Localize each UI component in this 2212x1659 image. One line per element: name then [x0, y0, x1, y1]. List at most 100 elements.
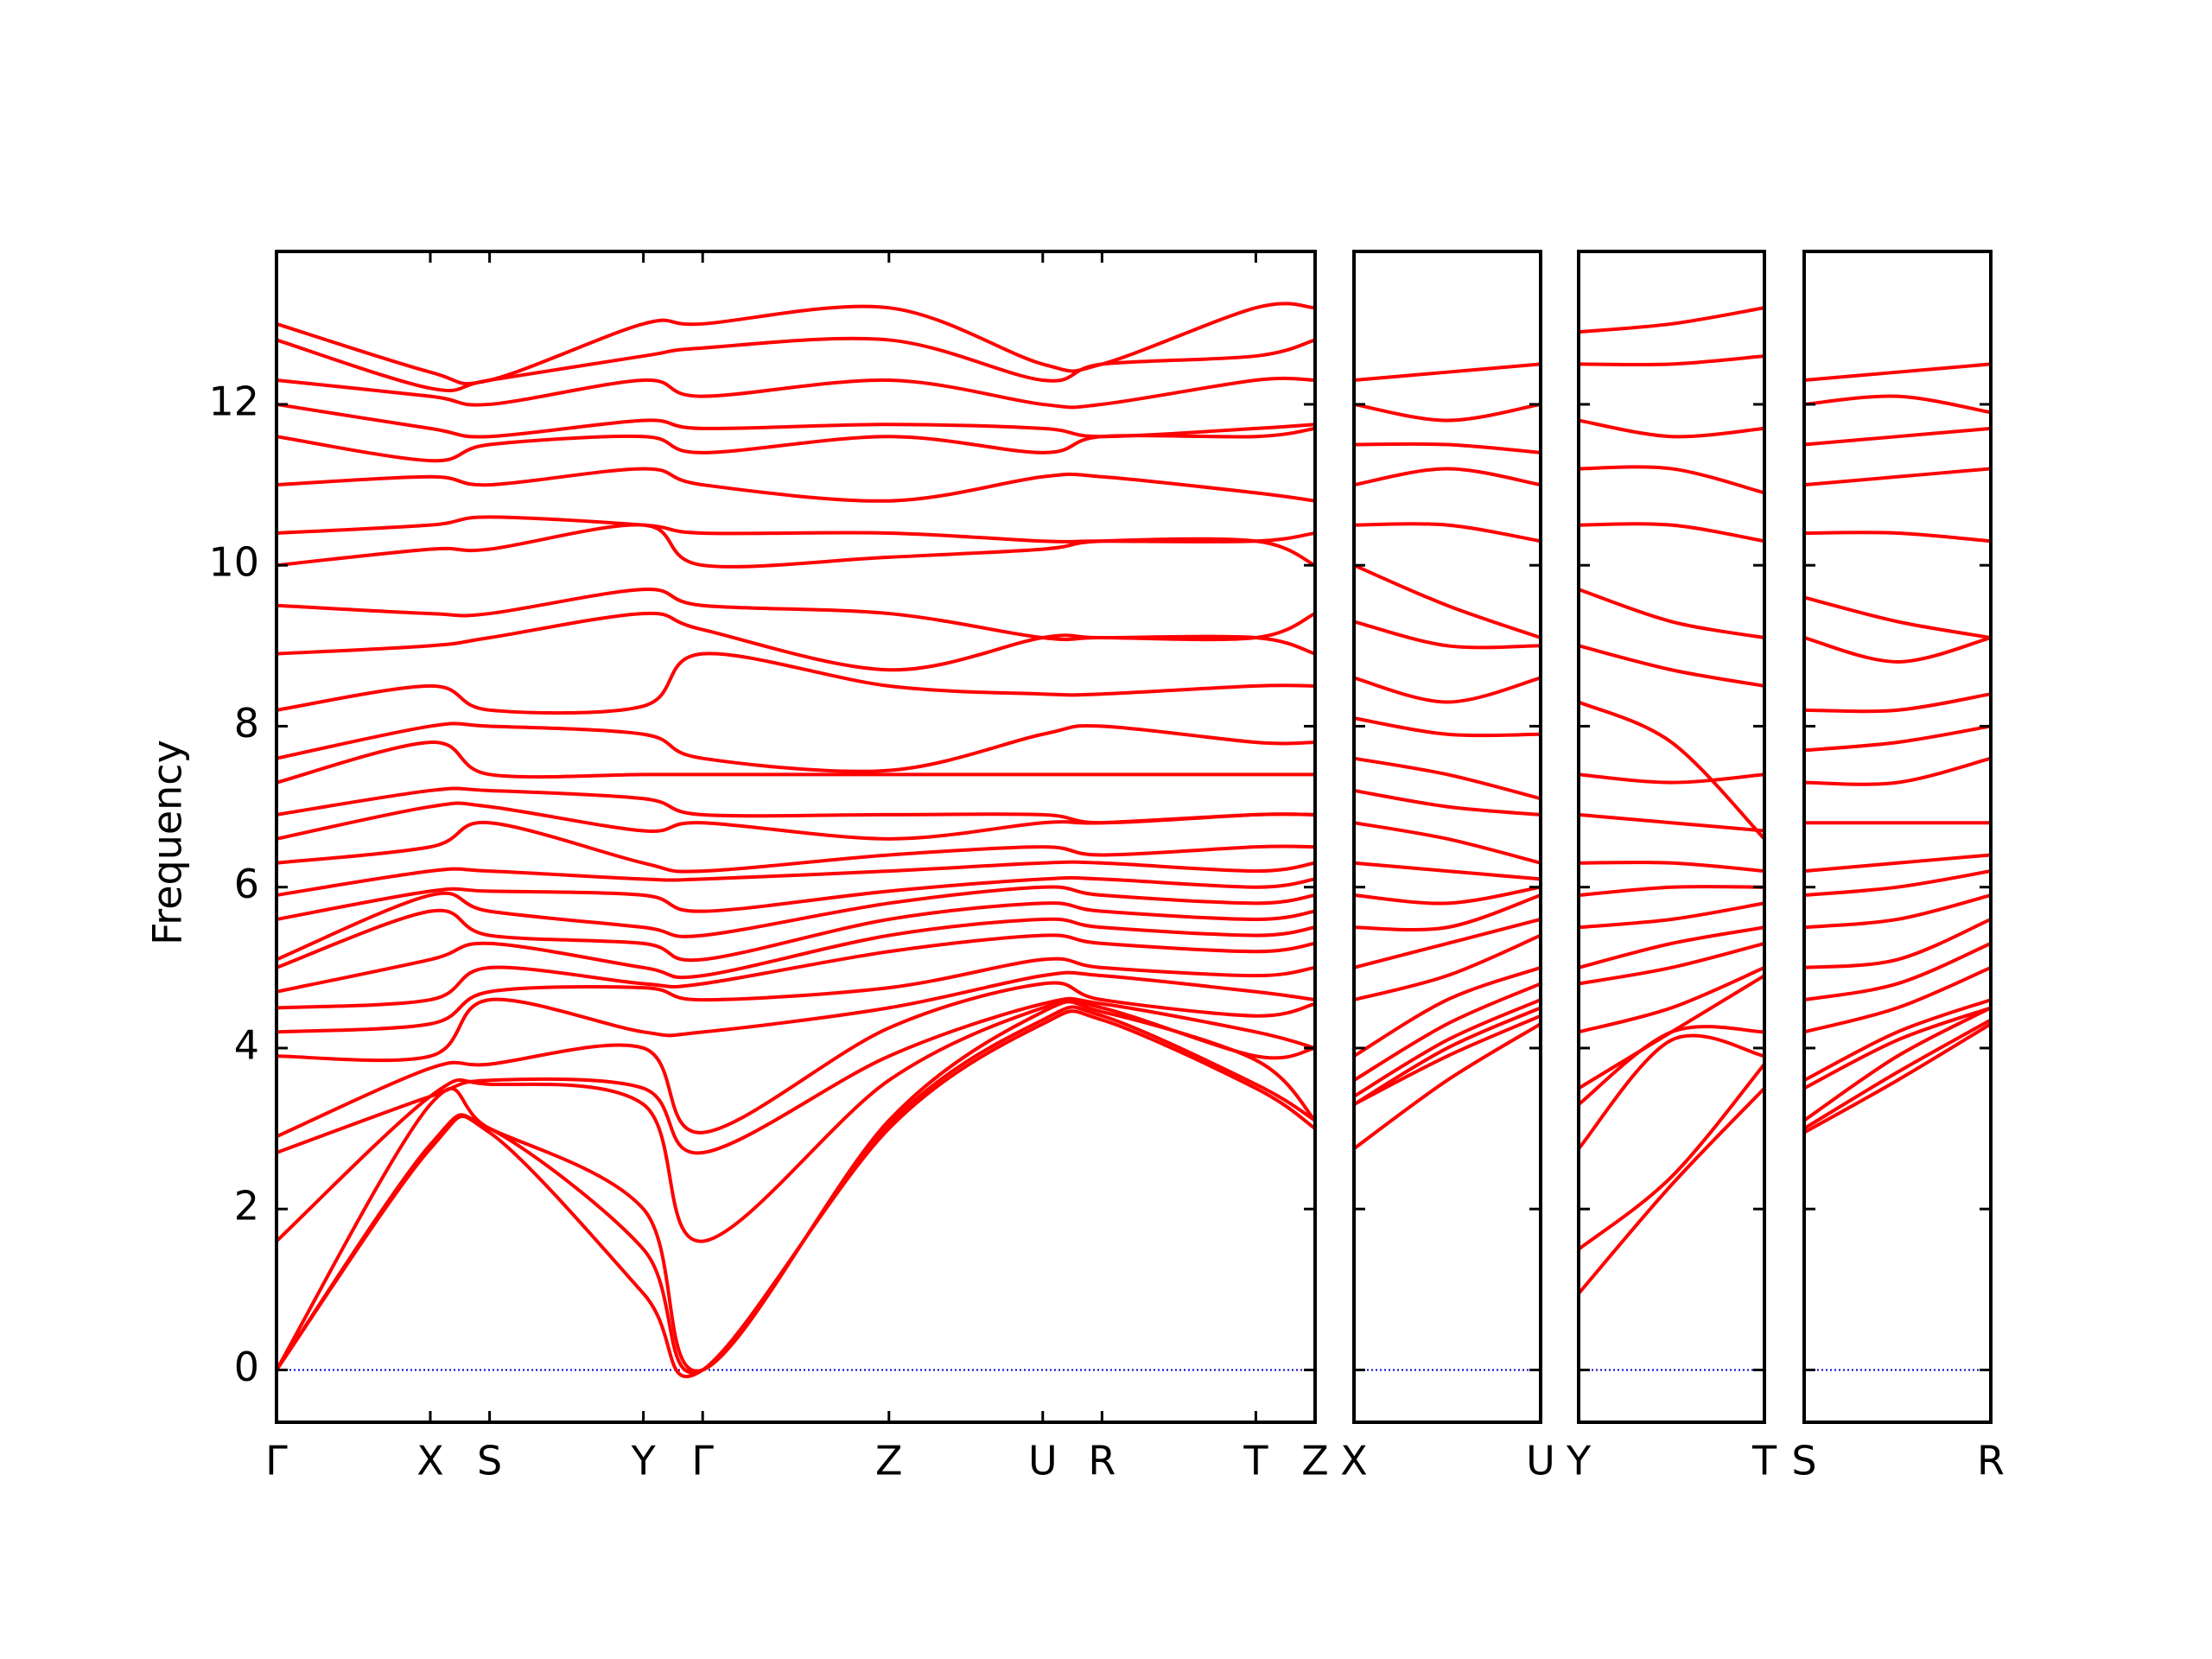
x-tick-label: R — [1977, 1438, 2005, 1484]
band-line — [276, 885, 1316, 962]
band-line — [1353, 563, 1541, 639]
band-line — [1353, 402, 1541, 423]
x-tick-label: S — [477, 1438, 502, 1484]
band-line — [276, 901, 1316, 969]
x-tick-label: X — [416, 1438, 444, 1484]
band-line — [1352, 1022, 1542, 1150]
band-line — [276, 376, 1316, 410]
x-tick-label: Y — [1566, 1438, 1592, 1484]
band-line — [276, 933, 1316, 1010]
band-line — [1353, 467, 1541, 487]
band-line — [276, 875, 1316, 921]
x-tick-label: Y — [631, 1438, 657, 1484]
band-line — [1353, 821, 1541, 865]
band-line — [276, 917, 1316, 994]
band-line — [1353, 522, 1541, 543]
band-line — [1578, 812, 1765, 833]
band-line — [1578, 700, 1766, 841]
band-line — [275, 1005, 1317, 1375]
band-line — [1353, 893, 1541, 932]
x-tick-label: R — [1088, 1438, 1116, 1484]
band-line — [1353, 756, 1541, 801]
band-line — [1803, 724, 1992, 753]
band-line — [1352, 982, 1541, 1082]
band-line — [1578, 885, 1765, 898]
band-line — [1577, 974, 1766, 1090]
x-tick-label: T — [1751, 1438, 1777, 1484]
band-line — [1803, 692, 1992, 714]
band-line — [1803, 531, 1992, 543]
band-line — [1803, 965, 1992, 1034]
band-line — [1803, 1022, 1993, 1135]
band-line — [1803, 853, 1992, 874]
band-line — [1577, 1087, 1766, 1295]
band-line — [1352, 965, 1541, 1058]
y-tick-label: 6 — [234, 861, 259, 907]
x-tick-label: S — [1791, 1438, 1816, 1484]
band-line — [1803, 636, 1992, 664]
x-tick-label: X — [1340, 1438, 1368, 1484]
band-line — [276, 981, 1316, 1139]
band-line — [276, 786, 1316, 825]
band-line — [276, 652, 1316, 715]
band-line — [1353, 788, 1541, 817]
band-line — [1578, 465, 1765, 495]
band-line — [1577, 1063, 1766, 1251]
plot-frame — [1802, 250, 1993, 1424]
band-line — [1353, 442, 1541, 454]
x-tick-label: Z — [875, 1438, 903, 1484]
band-line — [276, 611, 1316, 672]
band-line — [1803, 394, 1992, 415]
band-line — [1352, 998, 1541, 1098]
band-line — [276, 741, 1315, 785]
y-tick-label: 0 — [234, 1344, 259, 1390]
y-tick-label: 10 — [208, 539, 259, 586]
band-line — [276, 860, 1316, 897]
band-line — [276, 402, 1316, 439]
band-line — [276, 970, 1316, 1063]
band-line — [276, 467, 1316, 503]
band-line — [1803, 362, 1992, 382]
band-line — [276, 588, 1316, 642]
band-line — [1578, 861, 1765, 874]
band-line — [1578, 901, 1765, 930]
band-line — [276, 515, 1316, 543]
band-line — [1803, 426, 1992, 447]
band-line — [1578, 941, 1765, 986]
band-line — [1353, 861, 1541, 881]
band-line — [1578, 522, 1765, 543]
band-line — [1353, 885, 1541, 906]
band-line — [276, 996, 1316, 1155]
band-line — [1578, 306, 1765, 334]
y-tick-label: 4 — [234, 1021, 259, 1068]
x-tick-label: U — [1028, 1438, 1058, 1484]
band-line — [1352, 1006, 1541, 1106]
band-line — [1802, 1006, 1992, 1122]
band-line — [1803, 893, 1992, 930]
band-line — [1353, 620, 1541, 650]
band-line — [276, 957, 1316, 1034]
y-tick-label: 8 — [234, 700, 259, 747]
band-line — [1578, 965, 1765, 1034]
plot-frame — [1577, 250, 1766, 1424]
band-line — [1353, 933, 1541, 1002]
band-line — [276, 721, 1316, 773]
band-line — [1802, 1018, 1992, 1130]
y-axis-label: Frequency — [144, 740, 191, 945]
x-tick-label: T — [1243, 1438, 1268, 1484]
band-line — [1803, 869, 1992, 898]
band-line — [1803, 998, 1992, 1082]
band-line — [1577, 1033, 1765, 1150]
x-tick-label: Γ — [691, 1438, 714, 1484]
band-line — [1353, 918, 1541, 969]
band-line — [276, 336, 1316, 392]
band-line — [1353, 1014, 1541, 1106]
band-line — [276, 523, 1316, 569]
band-line — [275, 998, 1316, 1243]
band-line — [1353, 362, 1541, 382]
band-line — [1578, 644, 1765, 688]
band-line — [276, 302, 1316, 386]
band-line — [1803, 1006, 1992, 1090]
y-tick-label: 12 — [208, 378, 259, 424]
